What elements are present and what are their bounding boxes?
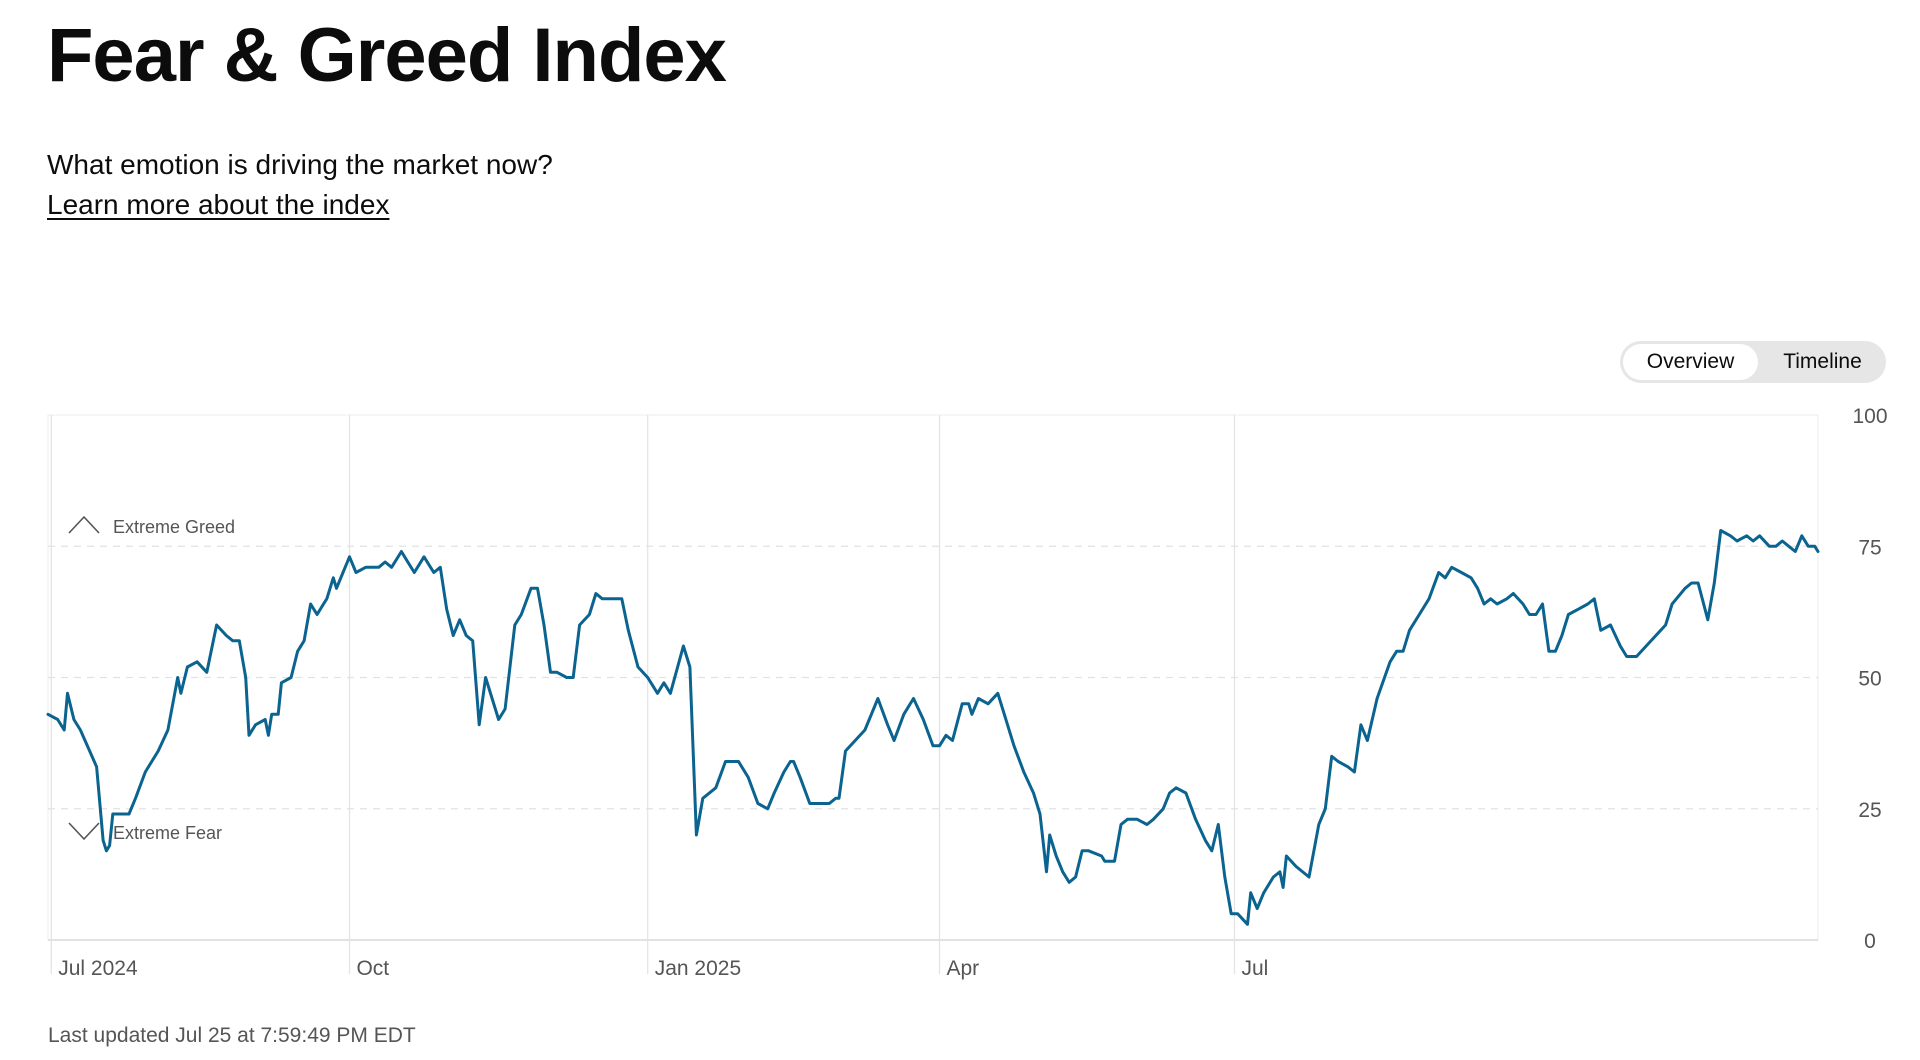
x-tick-label: Apr — [946, 957, 979, 980]
page-title: Fear & Greed Index — [47, 13, 727, 98]
index-line — [46, 529, 1820, 926]
extreme-fear-label: Extreme Fear — [113, 823, 222, 843]
fear-greed-chart: 0 25 50 75 100 Jul 2024 Oct Jan 2025 Apr Jul Extre… — [46, 405, 1888, 980]
last-updated: Last updated Jul 25 at 7:59:49 PM EDT — [48, 1024, 416, 1047]
view-toggle: Overview Timeline — [1620, 341, 1886, 383]
chevron-up-icon — [68, 515, 100, 534]
x-tick-label: Jul — [1241, 957, 1268, 980]
timeline-tab[interactable]: Timeline — [1783, 350, 1862, 373]
chevron-down-icon — [68, 822, 100, 841]
x-tick-label: Oct — [356, 957, 389, 980]
y-tick-label: 0 — [1864, 930, 1876, 953]
y-tick-label: 25 — [1858, 799, 1881, 822]
extreme-greed-label: Extreme Greed — [113, 517, 235, 537]
y-tick-label: 100 — [1852, 405, 1887, 428]
overview-tab[interactable]: Overview — [1623, 344, 1758, 380]
y-tick-label: 50 — [1858, 668, 1881, 691]
x-tick-label: Jan 2025 — [655, 957, 741, 980]
learn-more-link[interactable]: Learn more about the index — [47, 189, 390, 220]
y-tick-label: 75 — [1858, 536, 1881, 559]
page-subtitle: What emotion is driving the market now? — [47, 149, 553, 180]
x-tick-label: Jul 2024 — [58, 957, 138, 980]
